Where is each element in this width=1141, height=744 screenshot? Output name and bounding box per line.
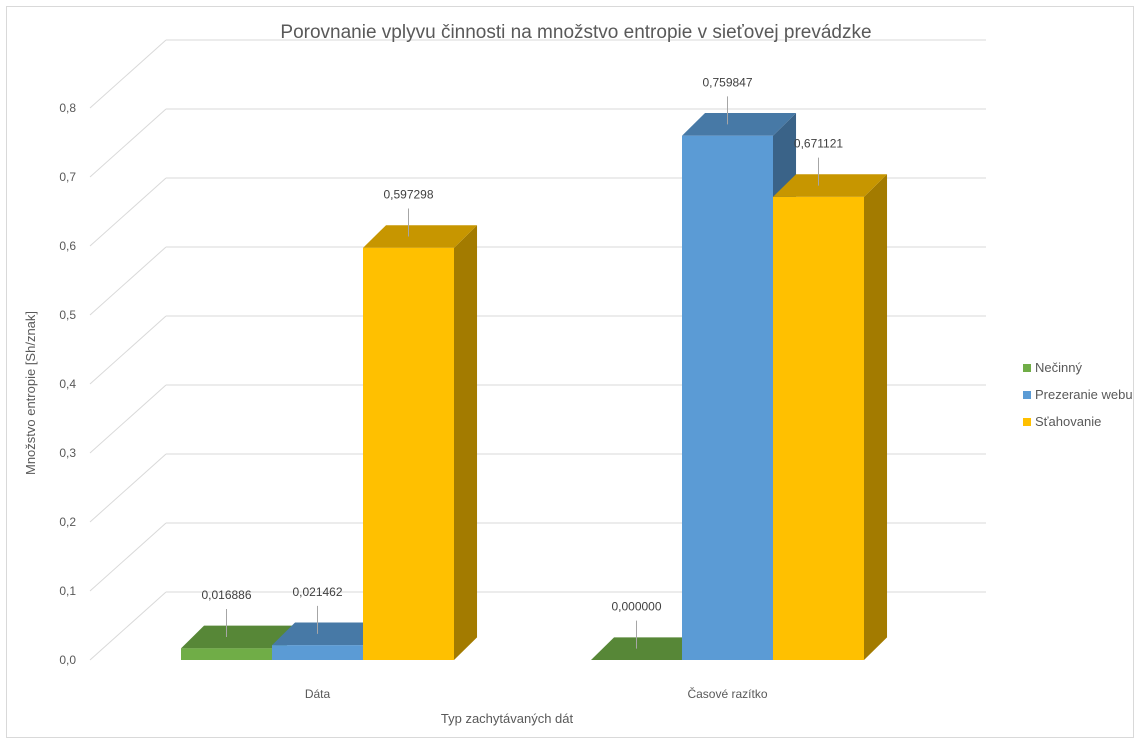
y-tick-label: 0,2 [59,515,76,529]
bar-side [454,225,478,661]
data-label: 0,759847 [702,75,752,89]
x-axis-categories: Dáta Časové razítko [305,686,768,701]
data-label: 0,000000 [611,600,661,614]
gridline-side [89,591,167,661]
bar [181,648,272,660]
y-tick-label: 0,6 [59,239,76,253]
chart-frame [6,6,1134,738]
legend-label: Sťahovanie [1035,414,1101,429]
legend-label: Prezeranie webu [1035,387,1133,402]
bar [682,135,773,660]
data-label: 0,021462 [292,585,342,599]
bar-top [773,174,888,197]
y-axis-ticks: 0,0 0,1 0,2 0,3 0,4 0,5 0,6 0,7 0,8 [59,101,76,667]
y-tick-label: 0,8 [59,101,76,115]
gridline-side [89,384,167,454]
data-label: 0,016886 [201,588,251,602]
y-axis-title: Množstvo entropie [Sh/znak] [23,311,38,475]
bar-top [363,225,478,248]
gridline-side [89,453,167,523]
gridline-side [89,108,167,178]
y-tick-label: 0,7 [59,170,76,184]
bar-top [272,622,387,646]
chart-legend: Nečinný Prezeranie webu Sťahovanie [1023,360,1133,429]
legend-swatch [1023,418,1031,426]
y-tick-label: 0,5 [59,308,76,322]
x-axis-title: Typ zachytávaných dát [441,711,574,726]
bar [773,196,864,660]
data-label: 0,671121 [794,137,843,151]
gridline-side [89,522,167,592]
data-labels: 0,016886 0,021462 0,597298 0,000000 0,759847… [201,75,843,649]
data-label: 0,597298 [383,188,433,202]
chart-title: Porovnanie vplyvu činnosti na množstvo e… [280,22,871,43]
legend-swatch [1023,391,1031,399]
bar [363,247,454,660]
legend-label: Nečinný [1035,360,1082,375]
bar-side [864,174,888,661]
bar-top [682,113,797,136]
x-category-label: Dáta [305,687,331,701]
bar-top [591,637,706,660]
gridline-side [89,177,167,247]
gridline-side [89,39,167,109]
x-category-label: Časové razítko [687,686,767,701]
y-tick-label: 0,1 [59,584,76,598]
gridline-side [89,315,167,385]
chart-bars [181,113,888,661]
bar [272,645,363,660]
y-tick-label: 0,3 [59,446,76,460]
y-tick-label: 0,0 [59,653,76,667]
legend-swatch [1023,364,1031,372]
bar-top [181,625,296,649]
y-tick-label: 0,4 [59,377,76,391]
gridline-side [89,246,167,316]
